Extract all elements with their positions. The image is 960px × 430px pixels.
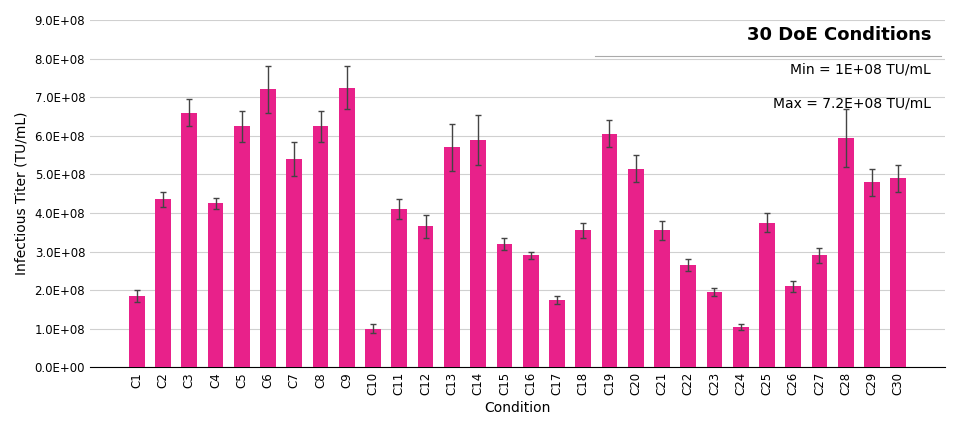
Bar bbox=[654, 230, 670, 367]
Bar bbox=[681, 265, 696, 367]
Bar bbox=[628, 169, 643, 367]
Bar bbox=[496, 244, 513, 367]
Bar bbox=[207, 203, 224, 367]
Bar bbox=[418, 227, 434, 367]
Bar bbox=[838, 138, 853, 367]
Bar bbox=[392, 209, 407, 367]
Bar bbox=[602, 134, 617, 367]
Bar bbox=[129, 296, 145, 367]
Bar bbox=[444, 147, 460, 367]
Bar bbox=[811, 255, 828, 367]
Bar bbox=[156, 200, 171, 367]
Text: Max = 7.2E+08 TU/mL: Max = 7.2E+08 TU/mL bbox=[773, 97, 931, 111]
Bar bbox=[549, 300, 564, 367]
Bar bbox=[732, 327, 749, 367]
Bar bbox=[785, 286, 801, 367]
Bar bbox=[470, 140, 486, 367]
Text: 30 DoE Conditions: 30 DoE Conditions bbox=[747, 26, 931, 44]
Bar bbox=[234, 126, 250, 367]
Bar bbox=[365, 329, 381, 367]
X-axis label: Condition: Condition bbox=[485, 401, 551, 415]
Bar bbox=[260, 89, 276, 367]
Bar bbox=[339, 88, 355, 367]
Bar bbox=[575, 230, 591, 367]
Bar bbox=[313, 126, 328, 367]
Bar bbox=[890, 178, 906, 367]
Bar bbox=[759, 223, 775, 367]
Bar bbox=[864, 182, 880, 367]
Bar bbox=[286, 159, 302, 367]
Bar bbox=[181, 113, 197, 367]
Bar bbox=[523, 255, 539, 367]
Y-axis label: Infectious Titer (TU/mL): Infectious Titer (TU/mL) bbox=[15, 112, 29, 276]
Bar bbox=[707, 292, 722, 367]
Text: Min = 1E+08 TU/mL: Min = 1E+08 TU/mL bbox=[790, 62, 931, 77]
